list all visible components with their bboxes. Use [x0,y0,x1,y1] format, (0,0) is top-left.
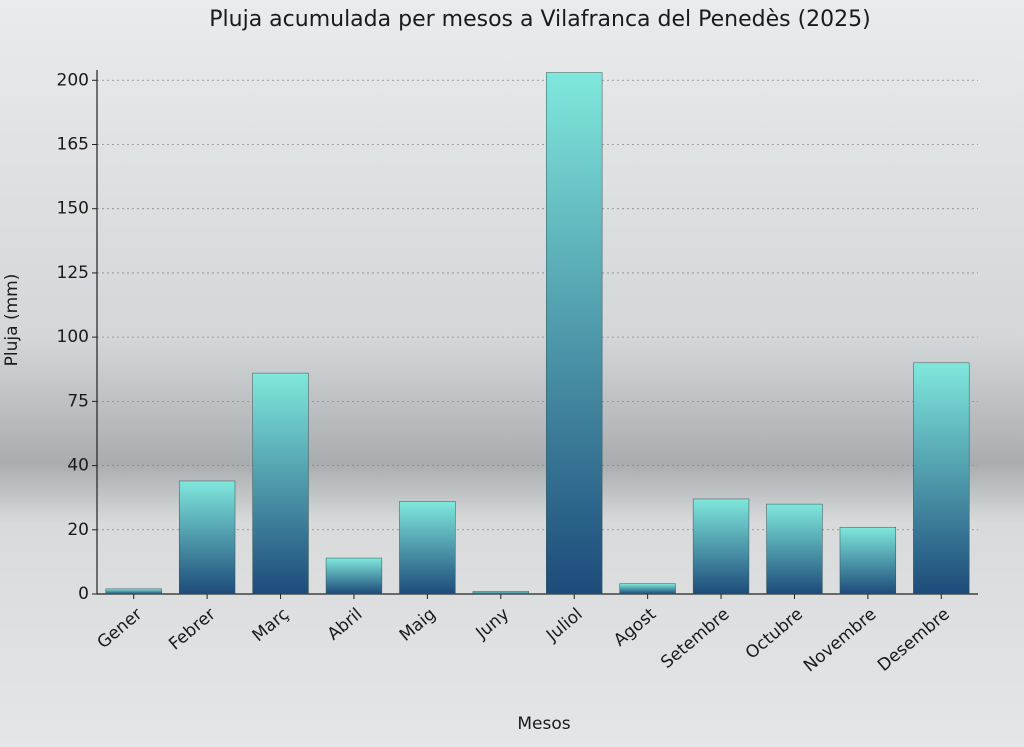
bar [178,480,236,595]
bar [105,588,162,595]
y-tick-label: 150 [57,199,89,219]
y-tick-label: 125 [57,263,89,283]
bar [839,526,897,595]
y-tick-label: 40 [67,456,89,476]
bar [325,557,383,595]
bar [619,583,676,595]
bar [472,591,529,595]
bar [252,372,309,595]
y-tick-label: 200 [57,70,89,90]
chart-title: Pluja acumulada per mesos a Vilafranca d… [209,7,870,32]
x-axis-label: Mesos [517,714,570,734]
bar [913,362,970,595]
bar [692,498,750,595]
bar [546,72,603,595]
y-tick-label: 165 [57,134,89,154]
y-tick-label: 75 [67,391,89,411]
y-axis-label: Pluja (mm) [2,274,22,367]
bar [766,503,823,595]
y-tick-label: 0 [78,584,89,604]
y-tick-label: 20 [67,520,89,540]
y-tick-label: 100 [57,327,89,347]
bar [399,501,456,595]
